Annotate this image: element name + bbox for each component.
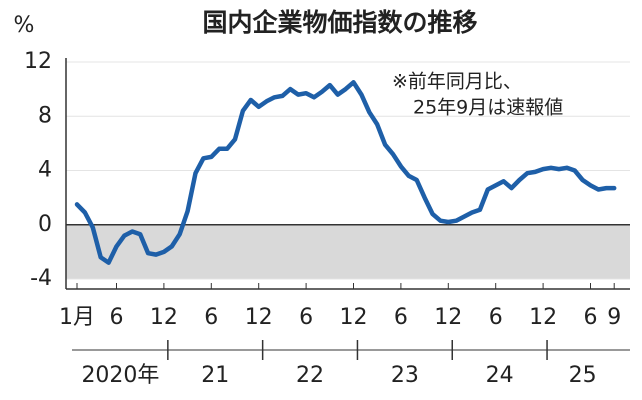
year-label: 25 [569,363,597,388]
line-series [74,80,617,265]
y-tick-label: 0 [38,212,52,237]
x-tick-label: 6 [394,305,408,330]
y-unit: % [14,13,35,38]
x-tick-label: 12 [340,305,368,330]
annotation: 25年9月は速報値 [413,97,563,119]
y-tick-label: 4 [38,158,52,183]
x-tick-label: 12 [150,305,178,330]
y-tick-label: 12 [24,49,52,74]
annotation: ※前年同月比、 [392,71,522,93]
x-tick-label: 6 [584,305,598,330]
x-tick-label: 6 [110,305,124,330]
year-label: 2020年 [81,363,159,388]
x-tick-label: 6 [489,305,503,330]
x-tick-label: 9 [607,305,621,330]
x-tick-label: 12 [434,305,462,330]
x-tick-label: 1月 [59,305,95,330]
year-label: 23 [391,363,419,388]
x-tick-label: 6 [299,305,313,330]
x-tick-label: 12 [245,305,273,330]
x-tick-label: 6 [204,305,218,330]
chart-title: 国内企業物価指数の推移 [202,8,477,37]
y-tick-label: 8 [38,103,52,128]
y-tick-label: -4 [30,266,52,291]
x-tick-label: 12 [529,305,557,330]
year-label: 22 [296,363,324,388]
year-label: 21 [201,363,229,388]
year-label: 24 [486,363,514,388]
